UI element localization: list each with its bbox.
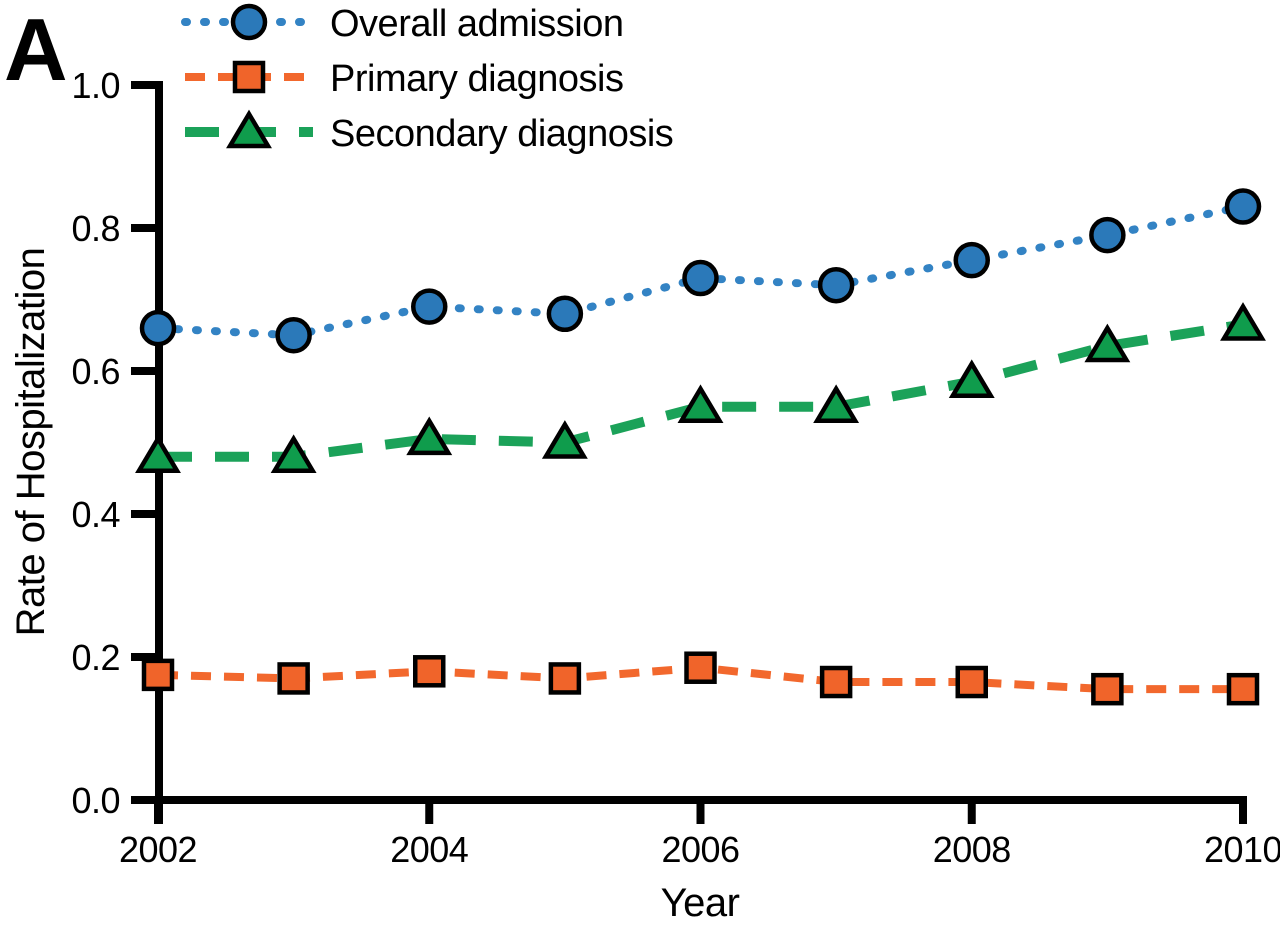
marker-square-primary-diagnosis bbox=[684, 651, 717, 684]
legend-item: Secondary diagnosis bbox=[185, 109, 674, 155]
marker-triangle-secondary-diagnosis bbox=[135, 434, 181, 474]
marker-circle-overall-admission bbox=[139, 309, 177, 347]
legend-label: Secondary diagnosis bbox=[330, 113, 673, 155]
marker-square-primary-diagnosis bbox=[413, 655, 446, 688]
marker-triangle-secondary-diagnosis bbox=[813, 384, 860, 423]
marker-triangle-secondary-diagnosis bbox=[1220, 302, 1266, 341]
legend-marker-circle bbox=[230, 3, 268, 41]
x-tick-label: 2008 bbox=[933, 829, 1011, 870]
marker-square-primary-diagnosis bbox=[1091, 672, 1124, 706]
marker-circle-overall-admission bbox=[682, 259, 719, 297]
legend-item: Overall admission bbox=[181, 3, 624, 45]
legend-label: Overall admission bbox=[330, 3, 624, 45]
legend-marker-square bbox=[232, 60, 266, 94]
y-tick-label: 0.6 bbox=[71, 351, 120, 392]
marker-triangle-secondary-diagnosis bbox=[677, 384, 724, 423]
y-tick-label: 1.0 bbox=[71, 65, 120, 106]
legend-label: Primary diagnosis bbox=[330, 58, 624, 100]
legend-marker-triangle bbox=[226, 109, 272, 149]
marker-triangle-secondary-diagnosis bbox=[1084, 323, 1131, 363]
series-layer bbox=[135, 188, 1266, 706]
marker-square-primary-diagnosis bbox=[548, 662, 582, 695]
marker-square-primary-diagnosis bbox=[141, 658, 175, 692]
axes-layer: 0.0 0.2 0.4 0.6 0.8 1.0 2002 2004 2006 2008 2010 bbox=[71, 65, 1280, 870]
legend: Overall admission Primary diagnosis Second… bbox=[181, 3, 674, 155]
marker-triangle-secondary-diagnosis bbox=[948, 359, 995, 398]
marker-circle-overall-admission bbox=[1224, 188, 1262, 225]
marker-circle-overall-admission bbox=[817, 266, 855, 304]
y-tick-label: 0.0 bbox=[71, 780, 120, 821]
marker-triangle-secondary-diagnosis bbox=[406, 416, 453, 456]
series-line-secondary-diagnosis bbox=[158, 319, 1244, 462]
marker-square-primary-diagnosis bbox=[277, 662, 310, 695]
x-tick-label: 2006 bbox=[661, 829, 739, 870]
y-tick-label: 0.4 bbox=[71, 494, 120, 535]
y-axis-title: Rate of Hospitalization bbox=[9, 248, 53, 637]
x-tick-label: 2002 bbox=[119, 829, 197, 870]
x-tick-label: 2004 bbox=[390, 829, 468, 870]
marker-circle-overall-admission bbox=[411, 288, 448, 325]
x-tick-label: 2010 bbox=[1204, 829, 1280, 870]
marker-circle-overall-admission bbox=[1089, 216, 1126, 254]
marker-circle-overall-admission bbox=[275, 317, 312, 354]
y-tick-label: 0.8 bbox=[71, 208, 120, 249]
marker-square-primary-diagnosis bbox=[1226, 672, 1260, 706]
panel-label: A bbox=[4, 0, 67, 99]
legend-item: Primary diagnosis bbox=[185, 58, 624, 100]
marker-triangle-secondary-diagnosis bbox=[270, 434, 317, 474]
marker-triangle-secondary-diagnosis bbox=[541, 420, 588, 459]
marker-square-primary-diagnosis bbox=[819, 665, 853, 699]
x-axis-title: Year bbox=[661, 881, 740, 925]
marker-square-primary-diagnosis bbox=[955, 665, 988, 699]
y-tick-label: 0.2 bbox=[71, 637, 120, 678]
marker-circle-overall-admission bbox=[953, 241, 990, 279]
marker-circle-overall-admission bbox=[546, 295, 584, 333]
